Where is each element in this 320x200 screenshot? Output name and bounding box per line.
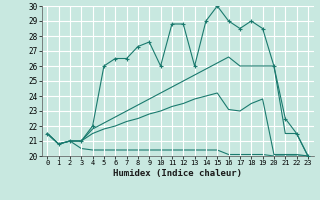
X-axis label: Humidex (Indice chaleur): Humidex (Indice chaleur) xyxy=(113,169,242,178)
